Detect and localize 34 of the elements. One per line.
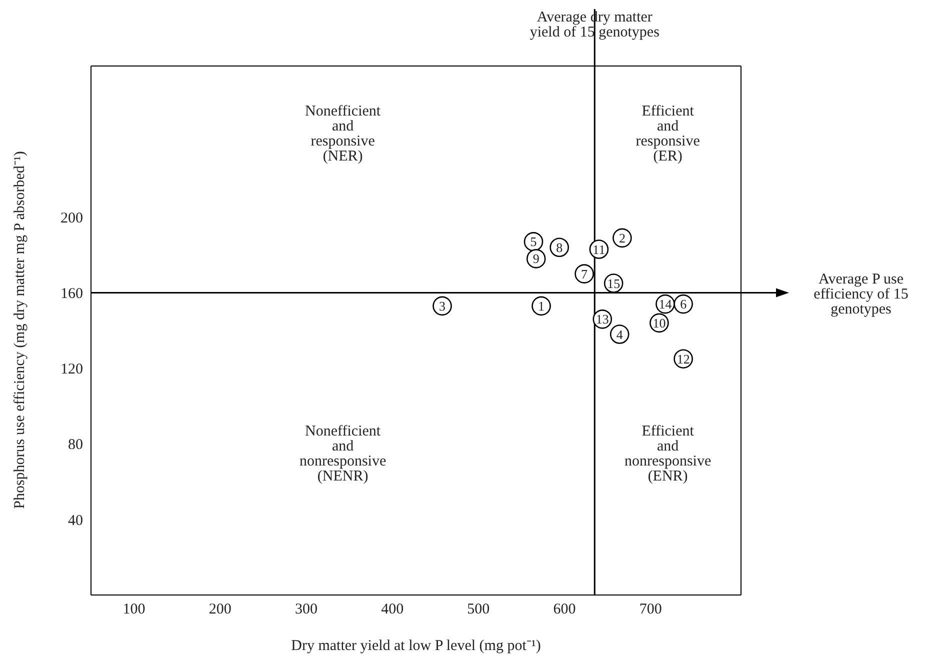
annotation: Efficient and nonresponsive (ENR) [624, 424, 712, 485]
series-label: 6 [680, 296, 688, 312]
x-tick-label: 500 [467, 602, 490, 618]
y-tick-label: 160 [60, 286, 83, 302]
series-label: 13 [596, 312, 609, 327]
x-tick-label: 300 [294, 602, 318, 618]
series-label: 14 [658, 296, 672, 312]
series-label: 12 [676, 351, 690, 366]
y-axis-title: Phosphorus use efficiency (mg dry matter mg P absorbed⁻¹) [12, 151, 28, 509]
ref-line-label: Average P use efficiency of 15 genotypes [814, 271, 908, 318]
y-tick-label: 200 [60, 210, 83, 226]
series-label: 8 [556, 240, 563, 255]
series-label: 1 [538, 298, 545, 314]
series-label: 15 [607, 276, 620, 291]
y-tick-label: 80 [68, 437, 83, 454]
x-tick-label: 400 [381, 602, 404, 618]
x-tick-label: 100 [122, 602, 146, 618]
series-label: 2 [618, 230, 626, 246]
series-label: 7 [581, 266, 588, 282]
x-tick-label: 700 [639, 602, 662, 618]
series-label: 3 [439, 298, 446, 314]
annotation: Nonefficient and nonresponsive (NENR) [299, 424, 386, 485]
y-tick-label: 120 [60, 362, 83, 378]
y-tick-label: 40 [68, 512, 83, 529]
x-axis-title: Dry matter yield at low P level (mg pot⁻¹) [291, 638, 541, 654]
series-label: 9 [532, 251, 540, 266]
series-label: 10 [652, 315, 666, 330]
annotation: Nonefficient and responsive (NER) [305, 104, 382, 165]
series-label: 5 [530, 234, 537, 250]
x-tick-label: 200 [208, 602, 232, 618]
x-tick-label: 600 [553, 602, 576, 618]
annotation: Efficient and responsive (ER) [636, 104, 700, 165]
series-label: 4 [616, 326, 624, 342]
series-label: 11 [592, 242, 606, 257]
